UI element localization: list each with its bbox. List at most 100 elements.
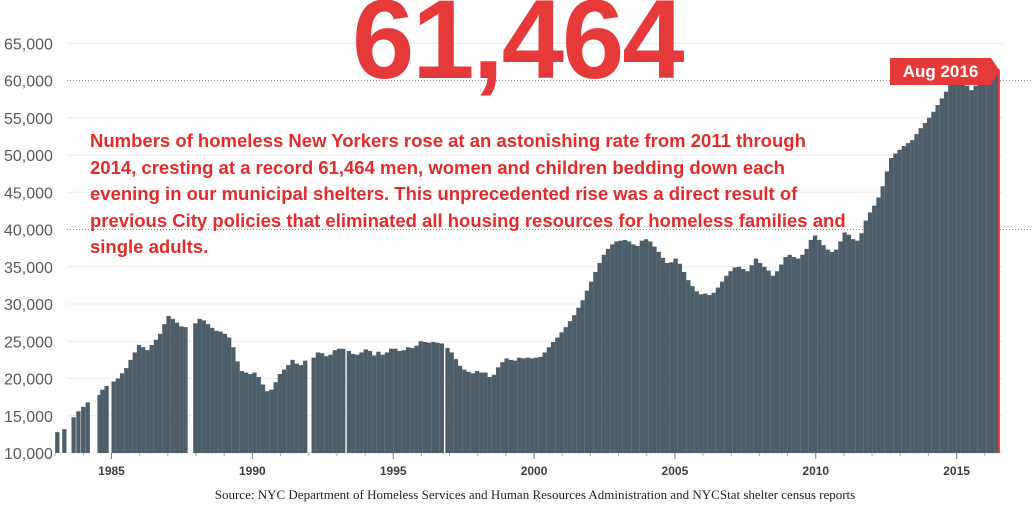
bar bbox=[422, 342, 428, 453]
bar bbox=[81, 406, 86, 453]
bar bbox=[927, 117, 932, 453]
bar bbox=[85, 402, 90, 453]
bar bbox=[817, 239, 822, 453]
bar bbox=[166, 315, 171, 453]
bar bbox=[631, 244, 636, 453]
bar bbox=[867, 212, 873, 453]
bar bbox=[273, 382, 278, 453]
bar bbox=[205, 324, 211, 453]
bar bbox=[736, 266, 742, 453]
bar bbox=[479, 372, 484, 453]
y-tick-label: 40,000 bbox=[4, 223, 53, 240]
bar bbox=[405, 347, 411, 453]
y-axis: 10,000 15,000 20,000 25,000 30,000 35,000 40,0… bbox=[4, 36, 53, 463]
bar bbox=[728, 271, 733, 453]
bar bbox=[542, 352, 547, 453]
bar bbox=[555, 337, 560, 453]
bar bbox=[973, 85, 978, 454]
bar bbox=[922, 122, 928, 454]
bar bbox=[294, 363, 299, 453]
bar bbox=[931, 111, 936, 453]
bar bbox=[825, 249, 830, 453]
bar bbox=[496, 367, 501, 453]
bar bbox=[766, 270, 771, 453]
bar bbox=[363, 349, 368, 453]
bar bbox=[872, 205, 877, 453]
bar bbox=[876, 197, 881, 453]
bar bbox=[136, 344, 142, 453]
bar bbox=[517, 357, 522, 453]
bar bbox=[534, 357, 539, 453]
x-axis: 1985 1990 1995 2000 2005 2010 2015 bbox=[54, 453, 986, 478]
bar bbox=[384, 352, 390, 453]
bar bbox=[538, 356, 543, 453]
bar bbox=[601, 254, 606, 453]
bar bbox=[855, 240, 860, 453]
bar bbox=[367, 350, 373, 453]
bar bbox=[183, 327, 188, 453]
bar bbox=[227, 337, 232, 453]
y-tick-label: 45,000 bbox=[4, 185, 53, 202]
bar bbox=[153, 339, 159, 453]
bar bbox=[584, 290, 590, 453]
bar bbox=[508, 359, 513, 454]
bar bbox=[218, 331, 223, 453]
bar bbox=[504, 358, 509, 453]
bar bbox=[597, 263, 602, 453]
annotation-text: Numbers of homeless New Yorkers rose at … bbox=[90, 130, 846, 257]
x-tick-label: 1990 bbox=[239, 464, 266, 478]
bar bbox=[418, 341, 423, 453]
bar bbox=[222, 333, 228, 453]
bar bbox=[969, 90, 974, 453]
y-tick-label: 50,000 bbox=[4, 148, 53, 165]
bar bbox=[939, 98, 944, 453]
bar bbox=[100, 389, 105, 453]
bar bbox=[149, 344, 154, 453]
source-note: Source: NYC Department of Homeless Servi… bbox=[214, 487, 856, 502]
bar bbox=[124, 368, 129, 453]
bar bbox=[711, 292, 716, 453]
bar bbox=[965, 85, 970, 454]
bar bbox=[376, 351, 381, 453]
bar bbox=[197, 318, 202, 453]
bar bbox=[311, 357, 316, 453]
bar bbox=[724, 275, 729, 453]
y-tick-label: 20,000 bbox=[4, 372, 53, 389]
bar bbox=[690, 286, 695, 453]
bar bbox=[298, 365, 304, 453]
bar bbox=[239, 371, 244, 453]
bar bbox=[905, 143, 911, 453]
bar bbox=[401, 350, 406, 453]
bar bbox=[210, 327, 215, 453]
y-tick-label: 30,000 bbox=[4, 297, 53, 314]
bar bbox=[779, 264, 784, 453]
bar bbox=[346, 350, 352, 453]
bar bbox=[128, 359, 133, 454]
bar bbox=[643, 239, 649, 453]
bar bbox=[981, 76, 987, 453]
bar bbox=[372, 355, 377, 453]
bar bbox=[97, 394, 102, 453]
bar bbox=[248, 374, 253, 453]
bar bbox=[804, 248, 809, 453]
bar bbox=[660, 257, 666, 453]
bar bbox=[893, 153, 898, 453]
bar bbox=[859, 233, 864, 453]
bar bbox=[445, 347, 450, 453]
bar bbox=[842, 232, 847, 453]
bar bbox=[572, 315, 577, 453]
bar bbox=[593, 271, 598, 453]
bar bbox=[762, 266, 767, 453]
bar bbox=[808, 239, 814, 453]
bar bbox=[350, 353, 356, 453]
bar bbox=[265, 391, 270, 453]
bar bbox=[355, 354, 360, 453]
bar bbox=[359, 352, 364, 453]
bar bbox=[260, 384, 266, 453]
bar bbox=[821, 245, 826, 453]
bar bbox=[315, 352, 321, 453]
bar bbox=[231, 347, 236, 453]
bar bbox=[119, 373, 125, 453]
bar bbox=[986, 73, 991, 454]
